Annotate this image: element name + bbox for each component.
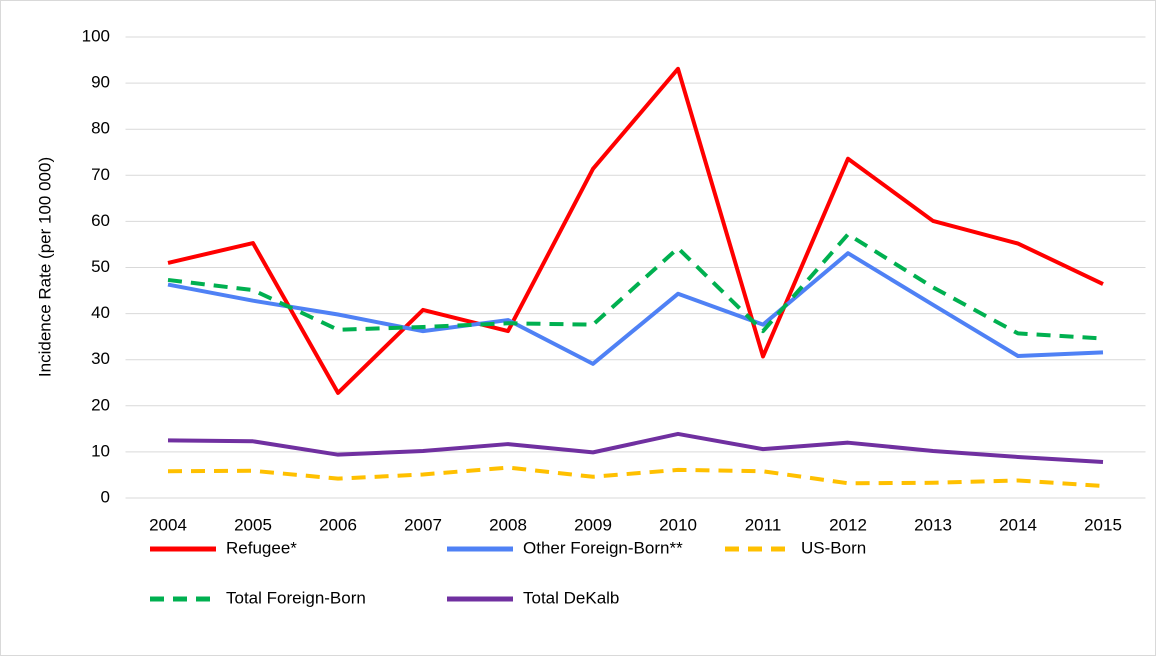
y-tick-label: 0 bbox=[101, 487, 110, 506]
legend-label: Refugee* bbox=[226, 538, 297, 557]
legend-label: Other Foreign-Born** bbox=[523, 538, 683, 557]
y-tick-label: 30 bbox=[91, 349, 110, 368]
x-tick-label: 2004 bbox=[149, 515, 187, 534]
x-tick-label: 2011 bbox=[745, 515, 782, 534]
y-tick-label: 70 bbox=[91, 165, 110, 184]
x-tick-label: 2008 bbox=[489, 515, 527, 534]
series-line bbox=[167, 431, 1104, 465]
series-line bbox=[167, 251, 1104, 366]
y-tick-label: 60 bbox=[91, 211, 110, 230]
x-tick-label: 2005 bbox=[234, 515, 272, 534]
series-line bbox=[167, 232, 1104, 341]
x-tick-label: 2015 bbox=[1084, 515, 1122, 534]
y-tick-label: 80 bbox=[91, 119, 110, 138]
x-tick-label: 2013 bbox=[914, 515, 952, 534]
x-tick-label: 2007 bbox=[404, 515, 442, 534]
legend-label: US-Born bbox=[801, 538, 866, 557]
x-tick-label: 2012 bbox=[829, 515, 867, 534]
y-axis-label: Incidence Rate (per 100 000) bbox=[35, 157, 54, 377]
legend-label: Total Foreign-Born bbox=[226, 588, 366, 607]
y-tick-label: 40 bbox=[91, 303, 110, 322]
y-tick-label: 50 bbox=[91, 257, 110, 276]
x-tick-label: 2009 bbox=[574, 515, 612, 534]
x-tick-label: 2010 bbox=[659, 515, 697, 534]
y-tick-label: 90 bbox=[91, 73, 110, 92]
legend-label: Total DeKalb bbox=[523, 588, 619, 607]
x-tick-label: 2014 bbox=[999, 515, 1037, 534]
y-tick-label: 20 bbox=[91, 395, 110, 414]
series-line bbox=[167, 465, 1104, 489]
x-tick-label: 2006 bbox=[319, 515, 357, 534]
y-tick-label: 10 bbox=[91, 441, 110, 460]
y-tick-label: 100 bbox=[82, 26, 110, 45]
series-line bbox=[167, 66, 1104, 395]
